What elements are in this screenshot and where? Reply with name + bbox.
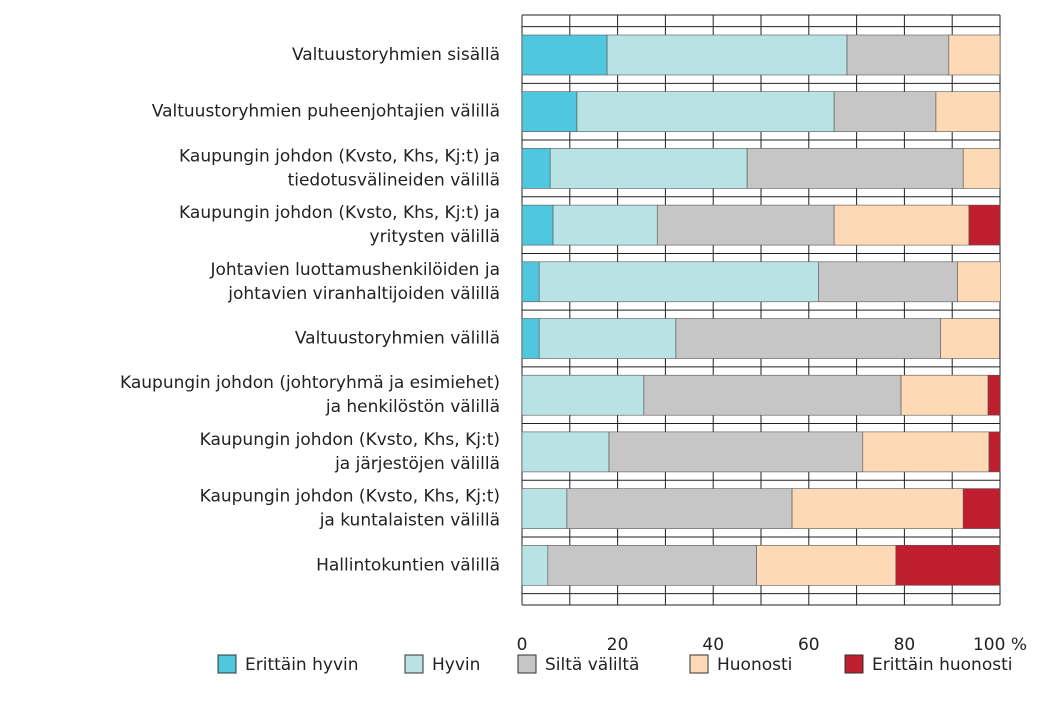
legend-label: Hyvin [432, 655, 480, 675]
bar-segment [791, 488, 964, 529]
legend-swatch [689, 654, 709, 674]
bar-segment [521, 261, 540, 303]
category-line: Valtuustoryhmien sisällä [292, 45, 500, 65]
bar-segment [862, 431, 990, 473]
category-line: ja kuntalaisten välillä [319, 511, 500, 531]
category-label: Kaupungin johdon (Kvsto, Khs, Kj:t) ja ku… [200, 487, 500, 531]
category-line: Valtuustoryhmien puheenjohtajien välillä [152, 102, 500, 122]
category-label: Kaupungin johdon (Kvsto, Khs, Kj:t) ja jä… [200, 430, 500, 474]
bar-segment [606, 34, 848, 76]
x-tick-label: 60 [798, 635, 820, 655]
bar-segment [566, 488, 793, 529]
bar-segment [521, 34, 608, 76]
category-label: Valtuustoryhmien puheenjohtajien välillä [152, 102, 500, 122]
bar-segment [756, 544, 897, 586]
legend-swatch [217, 654, 237, 674]
legend-swatch [844, 654, 864, 674]
bar-segment [552, 204, 658, 246]
bar-segment [675, 318, 942, 359]
bar-segment [987, 374, 1001, 416]
x-tick-label: 40 [702, 635, 724, 655]
category-line: johtavien viranhaltijoiden välillä [227, 284, 500, 304]
x-tick-label: 80 [894, 635, 916, 655]
bar-segment [962, 488, 1001, 529]
category-label: Valtuustoryhmien sisällä [292, 45, 500, 65]
x-tick-label: 0 [517, 635, 528, 655]
bar-segment [549, 148, 748, 189]
category-line: ja henkilöstön välillä [325, 397, 500, 417]
bar-segment [833, 91, 937, 132]
category-line: yritysten välillä [370, 227, 500, 247]
bar-segment [521, 374, 645, 416]
legend-label: Siltä väliltä [545, 655, 639, 675]
bar-segment [957, 261, 1001, 303]
category-line: Kaupungin johdon (Kvsto, Khs, Kj:t) ja [179, 203, 500, 223]
bar-segment [988, 431, 1001, 473]
category-line: Kaupungin johdon (Kvsto, Khs, Kj:t) [200, 487, 500, 507]
x-tick-label: 100 % [973, 635, 1027, 655]
category-label: Kaupungin johdon (johtoryhmä ja esimiehe… [120, 373, 500, 417]
bar-segment [940, 318, 1000, 359]
category-line: Valtuustoryhmien välillä [295, 329, 500, 349]
category-line: ja järjestöjen välillä [334, 454, 500, 474]
bar-segment [833, 204, 970, 246]
bar-segment [935, 91, 1001, 132]
bar-segment [968, 204, 1001, 246]
bar-segment [521, 431, 610, 473]
bar-segment [948, 34, 1001, 76]
x-tick-label: 20 [607, 635, 629, 655]
category-line: Kaupungin johdon (Kvsto, Khs, Kj:t) ja [179, 146, 500, 166]
bar-segment [521, 204, 554, 246]
category-label: Hallintokuntien välillä [316, 555, 500, 575]
bar-segment [538, 261, 819, 303]
bar-segment [521, 91, 578, 132]
bar-segment [521, 544, 549, 586]
category-label: Kaupungin johdon (Kvsto, Khs, Kj:t) ja yr… [179, 203, 500, 247]
legend-label: Huonosti [717, 655, 792, 675]
bar-segment [521, 148, 551, 189]
bar-segment [547, 544, 757, 586]
category-line: Johtavien luottamushenkilöiden ja [209, 260, 500, 280]
bar-segment [846, 34, 950, 76]
bar-segment [521, 488, 568, 529]
bar-segment [608, 431, 864, 473]
bar-segment [746, 148, 964, 189]
category-line: tiedotusvälineiden välillä [288, 170, 500, 190]
bar-segment [521, 318, 540, 359]
category-line: Hallintokuntien välillä [316, 555, 500, 575]
bar-segment [643, 374, 902, 416]
bar-segment [656, 204, 835, 246]
bar-segment [895, 544, 1001, 586]
bar-segment [818, 261, 958, 303]
bar-segment [900, 374, 989, 416]
category-line: Kaupungin johdon (Kvsto, Khs, Kj:t) [200, 430, 500, 450]
category-label: Johtavien luottamushenkilöiden ja johtavi… [209, 260, 500, 304]
legend-label: Erittäin huonosti [872, 655, 1012, 675]
legend-swatch [517, 654, 537, 674]
category-line: Kaupungin johdon (johtoryhmä ja esimiehe… [120, 373, 500, 393]
bar-segment [576, 91, 835, 132]
legend-label: Erittäin hyvin [245, 655, 359, 675]
bar-segment [962, 148, 1001, 189]
category-label: Valtuustoryhmien välillä [295, 329, 500, 349]
category-label: Kaupungin johdon (Kvsto, Khs, Kj:t) ja ti… [179, 146, 500, 190]
legend-swatch [404, 654, 424, 674]
bar-segment [538, 318, 677, 359]
